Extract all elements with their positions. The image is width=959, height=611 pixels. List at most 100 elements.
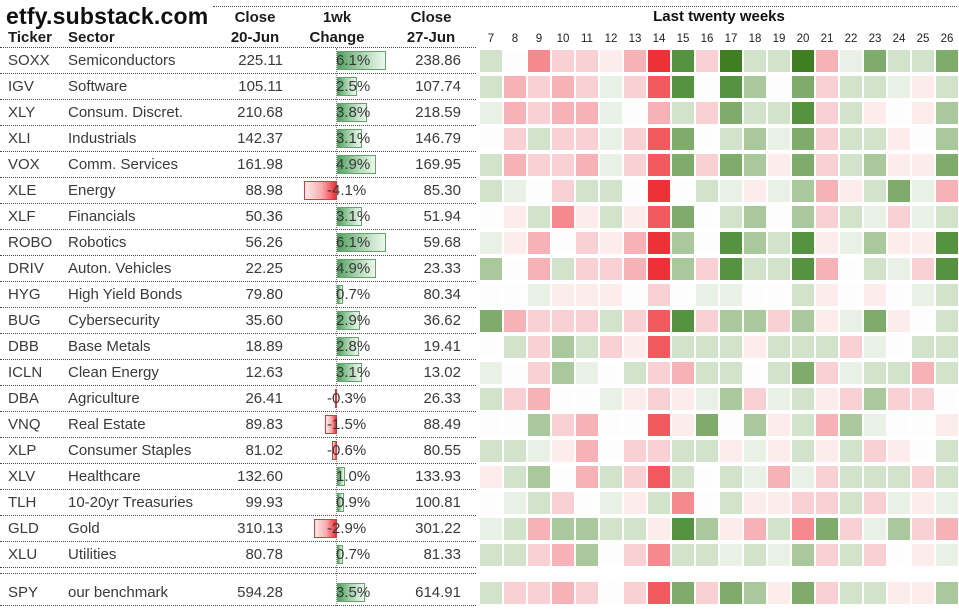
sector-cell: Gold bbox=[68, 520, 100, 537]
heat-cell-VNQ-wk18 bbox=[744, 414, 766, 436]
heat-cell-XLP-wk24 bbox=[888, 440, 910, 462]
table-row-SOXX: SOXX Semiconductors 225.11 238.86 6.1% bbox=[0, 48, 476, 74]
heat-cell-VOX-wk16 bbox=[696, 154, 718, 176]
heat-cell-ICLN-wk9 bbox=[528, 362, 550, 384]
week-label-23: 23 bbox=[868, 33, 882, 45]
close-20jun-cell: 35.60 bbox=[245, 312, 283, 329]
sector-cell: Financials bbox=[68, 208, 136, 225]
heat-cell-ROBO-wk17 bbox=[720, 232, 742, 254]
heat-cell-ICLN-wk13 bbox=[624, 362, 646, 384]
heat-cell-VNQ-wk7 bbox=[480, 414, 502, 436]
sector-cell: Industrials bbox=[68, 130, 137, 147]
table-row-ICLN: ICLN Clean Energy 12.63 13.02 3.1% bbox=[0, 360, 476, 386]
sector-cell: Consum. Discret. bbox=[68, 104, 184, 121]
heat-cell-SOXX-wk17 bbox=[720, 50, 742, 72]
ticker-cell: XLY bbox=[8, 104, 36, 121]
heat-cell-ROBO-wk20 bbox=[792, 232, 814, 254]
heat-cell-XLP-wk8 bbox=[504, 440, 526, 462]
heat-cell-SPY-wk22 bbox=[840, 582, 862, 604]
heat-cell-XLP-wk23 bbox=[864, 440, 886, 462]
heat-cell-GLD-wk8 bbox=[504, 518, 526, 540]
close-20jun-cell: 594.28 bbox=[237, 584, 283, 601]
heat-cell-ICLN-wk8 bbox=[504, 362, 526, 384]
ticker-cell: GLD bbox=[8, 520, 39, 537]
close-20jun-cell: 79.80 bbox=[245, 286, 283, 303]
heat-cell-DBA-wk24 bbox=[888, 388, 910, 410]
table-row-XLE: XLE Energy 88.98 85.30 -4.1% bbox=[0, 178, 476, 204]
heat-cell-XLI-wk14 bbox=[648, 128, 670, 150]
close-20jun-cell: 18.89 bbox=[245, 338, 283, 355]
heat-cell-XLY-wk24 bbox=[888, 102, 910, 124]
sector-cell: Healthcare bbox=[68, 468, 141, 485]
heat-cell-IGV-wk8 bbox=[504, 76, 526, 98]
heat-cell-DRIV-wk13 bbox=[624, 258, 646, 280]
heat-cell-SPY-wk11 bbox=[576, 582, 598, 604]
heat-cell-XLV-wk21 bbox=[816, 466, 838, 488]
heat-cell-TLH-wk23 bbox=[864, 492, 886, 514]
close-20jun-cell: 99.93 bbox=[245, 494, 283, 511]
close-27jun-cell: 133.93 bbox=[415, 468, 461, 485]
heat-cell-VOX-wk24 bbox=[888, 154, 910, 176]
ticker-cell: IGV bbox=[8, 78, 34, 95]
heat-cell-XLI-wk7 bbox=[480, 128, 502, 150]
heat-cell-XLY-wk7 bbox=[480, 102, 502, 124]
heat-cell-ICLN-wk7 bbox=[480, 362, 502, 384]
heat-cell-XLE-wk23 bbox=[864, 180, 886, 202]
heat-cell-XLF-wk23 bbox=[864, 206, 886, 228]
heat-cell-HYG-wk20 bbox=[792, 284, 814, 306]
heat-cell-VNQ-wk11 bbox=[576, 414, 598, 436]
heat-cell-DBB-wk7 bbox=[480, 336, 502, 358]
change-value: 4.9% bbox=[336, 156, 371, 173]
heat-cell-BUG-wk16 bbox=[696, 310, 718, 332]
heat-cell-VOX-wk8 bbox=[504, 154, 526, 176]
heat-cell-VNQ-wk15 bbox=[672, 414, 694, 436]
close-20jun-cell: 310.13 bbox=[237, 520, 283, 537]
close-27jun-cell: 85.30 bbox=[423, 182, 461, 199]
heat-cell-XLI-wk19 bbox=[768, 128, 790, 150]
heat-cell-XLV-wk14 bbox=[648, 466, 670, 488]
heat-cell-DBA-wk11 bbox=[576, 388, 598, 410]
heat-cell-XLE-wk8 bbox=[504, 180, 526, 202]
heat-cell-XLY-wk12 bbox=[600, 102, 622, 124]
heat-cell-XLU-wk19 bbox=[768, 544, 790, 566]
heat-cell-SOXX-wk10 bbox=[552, 50, 574, 72]
ticker-cell: ROBO bbox=[8, 234, 53, 251]
heat-cell-TLH-wk19 bbox=[768, 492, 790, 514]
heat-cell-XLY-wk25 bbox=[912, 102, 934, 124]
heat-cell-VNQ-wk14 bbox=[648, 414, 670, 436]
heat-cell-BUG-wk12 bbox=[600, 310, 622, 332]
heat-cell-XLV-wk13 bbox=[624, 466, 646, 488]
heat-cell-DBA-wk19 bbox=[768, 388, 790, 410]
heat-cell-XLF-wk9 bbox=[528, 206, 550, 228]
change-value: 2.9% bbox=[336, 312, 371, 329]
change-bar bbox=[325, 415, 337, 434]
change-value: 3.1% bbox=[336, 208, 371, 225]
heat-cell-XLU-wk15 bbox=[672, 544, 694, 566]
heat-cell-DRIV-wk19 bbox=[768, 258, 790, 280]
heat-cell-ICLN-wk12 bbox=[600, 362, 622, 384]
table-row-IGV: IGV Software 105.11 107.74 2.5% bbox=[0, 74, 476, 100]
heat-cell-XLY-wk19 bbox=[768, 102, 790, 124]
heat-cell-DRIV-wk21 bbox=[816, 258, 838, 280]
heat-cell-HYG-wk12 bbox=[600, 284, 622, 306]
week-label-20: 20 bbox=[796, 33, 810, 45]
heat-cell-DBB-wk16 bbox=[696, 336, 718, 358]
heat-cell-GLD-wk26 bbox=[936, 518, 958, 540]
top-divider-line bbox=[213, 6, 957, 7]
heat-cell-SPY-wk7 bbox=[480, 582, 502, 604]
heat-cell-HYG-wk24 bbox=[888, 284, 910, 306]
heat-cell-SPY-wk15 bbox=[672, 582, 694, 604]
heat-cell-XLI-wk20 bbox=[792, 128, 814, 150]
heat-cell-IGV-wk26 bbox=[936, 76, 958, 98]
heat-cell-XLV-wk11 bbox=[576, 466, 598, 488]
heat-cell-XLI-wk26 bbox=[936, 128, 958, 150]
heat-cell-XLP-wk7 bbox=[480, 440, 502, 462]
close-20jun-cell: 88.98 bbox=[245, 182, 283, 199]
heat-cell-IGV-wk18 bbox=[744, 76, 766, 98]
heat-cell-VNQ-wk23 bbox=[864, 414, 886, 436]
heat-cell-HYG-wk23 bbox=[864, 284, 886, 306]
heat-cell-BUG-wk14 bbox=[648, 310, 670, 332]
table-row-VOX: VOX Comm. Services 161.98 169.95 4.9% bbox=[0, 152, 476, 178]
heat-cell-DBA-wk22 bbox=[840, 388, 862, 410]
ticker-cell: SOXX bbox=[8, 52, 50, 69]
